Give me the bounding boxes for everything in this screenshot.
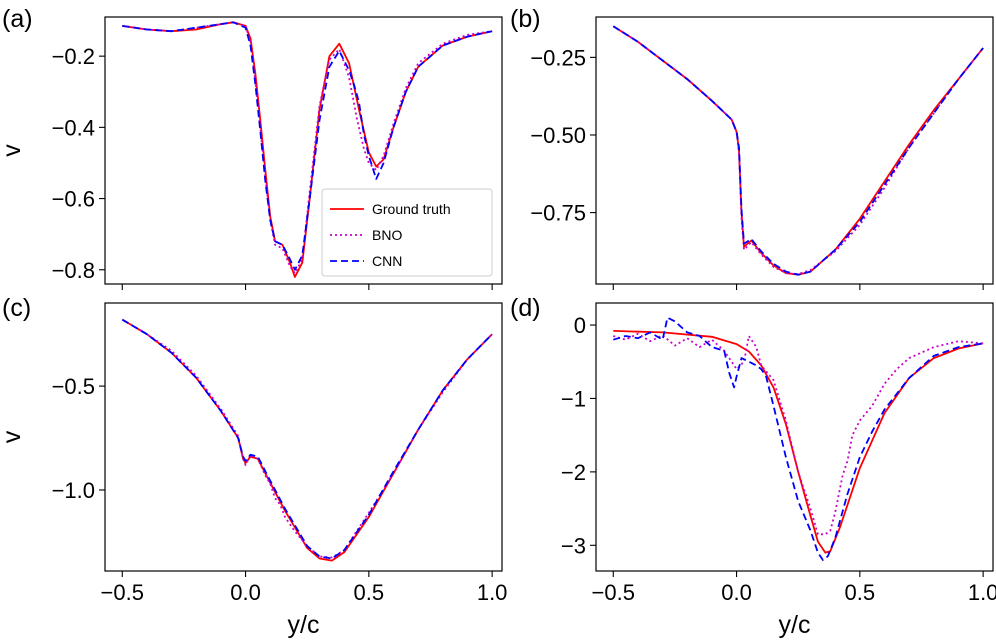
- x-tick-label: −0.5: [592, 580, 635, 605]
- series-line-ground-truth: [613, 330, 984, 554]
- series-group: [121, 318, 493, 562]
- y-tick-label: −0.6: [52, 187, 95, 212]
- panel-2: −0.25 −0.50 −0.75 (b): [510, 5, 994, 290]
- panel-label: (b): [510, 5, 541, 33]
- series-group: [122, 21, 493, 278]
- x-axis-label: y/c: [288, 611, 320, 639]
- panel-4: −0.5 0.0 0.5 1.0 0 −1 −2 −3 (d) y/c: [510, 294, 996, 639]
- y-axis-label: v: [0, 144, 26, 157]
- y-tick-label: −1.0: [52, 478, 95, 503]
- y-tick-label: −0.25: [530, 45, 586, 70]
- y-tick-label: −0.75: [530, 201, 586, 226]
- y-tick-label: −0.4: [52, 115, 95, 140]
- x-tick-label: 0.5: [354, 580, 385, 605]
- panel-label: (c): [2, 294, 31, 322]
- x-tick-label: 0.0: [721, 580, 752, 605]
- series-group: [613, 316, 984, 561]
- plot-frame: [595, 302, 994, 572]
- series-line-cnn: [121, 318, 493, 560]
- series-line-bno: [121, 318, 493, 559]
- x-tick-label: 0.0: [230, 580, 261, 605]
- panel-1: −0.2 −0.4 −0.6 −0.8 (a) v Ground truth BNO CNN: [0, 5, 503, 290]
- y-tick-label: −0.50: [530, 123, 586, 148]
- x-tick-label: 0.5: [845, 580, 876, 605]
- y-axis-label: v: [0, 430, 26, 443]
- x-tick-label: 1.0: [477, 580, 508, 605]
- series-line-ground-truth: [612, 25, 984, 276]
- y-tick-label: −1: [561, 386, 586, 411]
- series-group: [612, 25, 984, 276]
- panel-3: −0.5 0.0 0.5 1.0 −0.5 −1.0 (c) v y/c: [0, 294, 507, 639]
- legend-box: [321, 188, 493, 277]
- plot-frame: [104, 16, 503, 285]
- x-tick-label: 1.0: [968, 580, 996, 605]
- legend-label: Ground truth: [372, 201, 451, 217]
- y-tick-label: −0.5: [52, 374, 95, 399]
- panel-label: (d): [510, 294, 541, 322]
- y-tick-label: −2: [561, 460, 586, 485]
- legend-label: BNO: [372, 227, 402, 243]
- y-tick-label: −3: [561, 533, 586, 558]
- x-tick-label: −0.5: [101, 580, 144, 605]
- y-tick-label: −0.2: [52, 44, 95, 69]
- series-line-ground-truth: [121, 318, 493, 562]
- panel-label: (a): [2, 5, 33, 33]
- series-line-cnn: [613, 316, 984, 561]
- plot-frame: [595, 16, 994, 285]
- series-line-bno: [612, 25, 984, 275]
- y-tick-label: 0: [574, 313, 586, 338]
- series-line-bno: [613, 332, 984, 536]
- legend-label: CNN: [372, 253, 402, 269]
- x-axis-label: y/c: [779, 611, 811, 639]
- series-line-cnn: [612, 25, 984, 276]
- y-tick-label: −0.8: [52, 258, 95, 283]
- series-line-cnn: [122, 21, 493, 271]
- legend: Ground truth BNO CNN: [321, 188, 493, 277]
- plot-frame: [104, 302, 503, 572]
